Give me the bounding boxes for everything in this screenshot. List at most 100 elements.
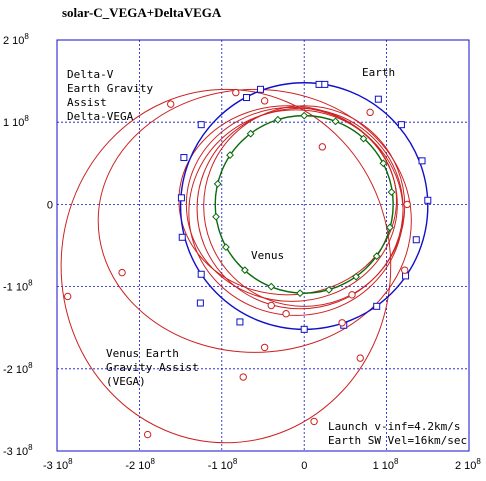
- y-tick-label: 2 108: [3, 32, 29, 47]
- x-tick-exponent: 8: [233, 457, 238, 466]
- earth-marker: [180, 154, 188, 162]
- earth-marker: [196, 299, 204, 307]
- venus-label: Venus: [251, 249, 284, 262]
- venus-marker: [352, 272, 361, 281]
- chart-title: solar-C_VEGA+DeltaVEGA: [62, 5, 222, 20]
- spacecraft-marker: [239, 373, 247, 381]
- earth-marker: [300, 325, 308, 333]
- earth-label: Earth: [362, 66, 395, 79]
- venus-marker: [331, 117, 340, 126]
- spacecraft-marker: [118, 268, 126, 277]
- venus-marker: [385, 223, 394, 232]
- spacecraft-marker: [260, 97, 269, 105]
- earth-marker: [412, 236, 420, 244]
- x-tick-label: -2 108: [125, 457, 155, 472]
- spacecraft-orbit: [60, 88, 392, 444]
- earth-marker: [315, 80, 323, 88]
- y-tick-exponent: 8: [28, 443, 33, 452]
- delta-vega-label-line-1: Delta-V: [67, 68, 114, 81]
- x-tick-exponent: 8: [150, 457, 155, 466]
- earth-marker: [373, 302, 381, 310]
- venus-marker: [226, 151, 234, 159]
- y-tick-exponent: 8: [28, 361, 33, 370]
- spacecraft-marker: [403, 200, 411, 209]
- spacecraft-orbit: [185, 106, 398, 302]
- plot-frame: [56, 39, 470, 452]
- venus-marker: [387, 188, 396, 196]
- earth-marker: [374, 95, 382, 103]
- spacecraft-marker: [401, 266, 409, 274]
- venus-marker: [267, 282, 276, 291]
- spacecraft-marker: [366, 108, 374, 117]
- earth-marker: [397, 121, 405, 129]
- x-tick-label: 1 108: [373, 457, 399, 472]
- earth-marker: [197, 121, 205, 129]
- earth-marker: [402, 272, 410, 280]
- launch-label-line-1: Launch v-inf=4.2km/s: [328, 420, 460, 433]
- earth-marker: [178, 233, 186, 241]
- venus-marker: [213, 179, 222, 188]
- venus-marker: [273, 115, 282, 124]
- y-tick-label: 1 108: [3, 114, 29, 129]
- x-tick-labels: -3 108 -2 108 -1 108 0 1 108 2 108: [43, 457, 481, 472]
- earth-marker: [197, 270, 205, 278]
- venus-marker: [246, 129, 255, 138]
- x-tick-exponent: 8: [476, 457, 481, 466]
- spacecraft-orbit: [188, 109, 404, 316]
- x-tick-label: -3 108: [43, 457, 73, 472]
- venus-marker: [300, 111, 309, 120]
- spacecraft-marker: [267, 301, 275, 310]
- y-tick-exponent: 8: [24, 114, 29, 123]
- spacecraft-marker: [310, 417, 318, 426]
- spacecraft-marker: [232, 88, 240, 97]
- venus-marker: [240, 266, 249, 275]
- delta-vega-label-line-2: Earth Gravity: [67, 82, 153, 95]
- delta-vega-label-line-3: Assist: [67, 96, 107, 109]
- y-tick-label: 0: [47, 199, 53, 211]
- spacecraft-marker: [356, 354, 364, 362]
- vega-label-line-2: Gravity Assist: [106, 361, 199, 374]
- vega-label-line-3: (VEGA): [106, 375, 146, 388]
- venus-marker: [222, 243, 230, 252]
- launch-label-line-2: Earth SW Vel=16km/sec: [328, 434, 467, 447]
- venus-marker: [212, 212, 220, 221]
- spacecraft-marker: [318, 143, 327, 151]
- vega-label-line-1: Venus Earth: [106, 347, 179, 360]
- x-tick-label: 2 108: [455, 457, 481, 472]
- x-tick-label: 0: [301, 460, 307, 472]
- spacecraft-orbit: [97, 88, 412, 353]
- venus-marker: [379, 159, 388, 168]
- x-tick-exponent: 8: [394, 457, 399, 466]
- x-tick-exponent: 8: [68, 457, 73, 466]
- venus-marker: [325, 285, 333, 294]
- spacecraft-marker: [167, 100, 175, 108]
- earth-marker: [321, 80, 329, 88]
- delta-vega-label-line-4: Delta-VEGA: [67, 110, 134, 123]
- venus-marker: [372, 252, 381, 261]
- spacecraft-orbit: [196, 107, 404, 310]
- orbit-markers: [64, 80, 432, 439]
- venus-marker: [296, 289, 304, 298]
- earth-marker: [257, 85, 265, 93]
- earth-marker: [177, 194, 185, 202]
- y-tick-label: -3 108: [3, 443, 33, 458]
- x-tick-label: -1 108: [208, 457, 238, 472]
- y-tick-exponent: 8: [28, 279, 33, 288]
- spacecraft-marker: [282, 310, 290, 318]
- spacecraft-marker: [338, 319, 346, 327]
- y-tick-label: -1 108: [3, 279, 33, 294]
- y-tick-labels: 2 108 1 108 0 -1 108 -2 108 -3 108: [3, 32, 53, 458]
- spacecraft-marker: [348, 291, 356, 299]
- spacecraft-marker: [64, 292, 72, 301]
- orbit-curves: [60, 82, 429, 444]
- earth-marker: [418, 157, 426, 165]
- spacecraft-marker: [260, 343, 269, 352]
- y-tick-label: -2 108: [3, 361, 33, 376]
- venus-marker: [359, 134, 368, 143]
- y-tick-exponent: 8: [24, 32, 29, 41]
- earth-marker: [236, 318, 244, 326]
- earth-marker: [424, 196, 432, 204]
- earth-marker: [243, 94, 251, 102]
